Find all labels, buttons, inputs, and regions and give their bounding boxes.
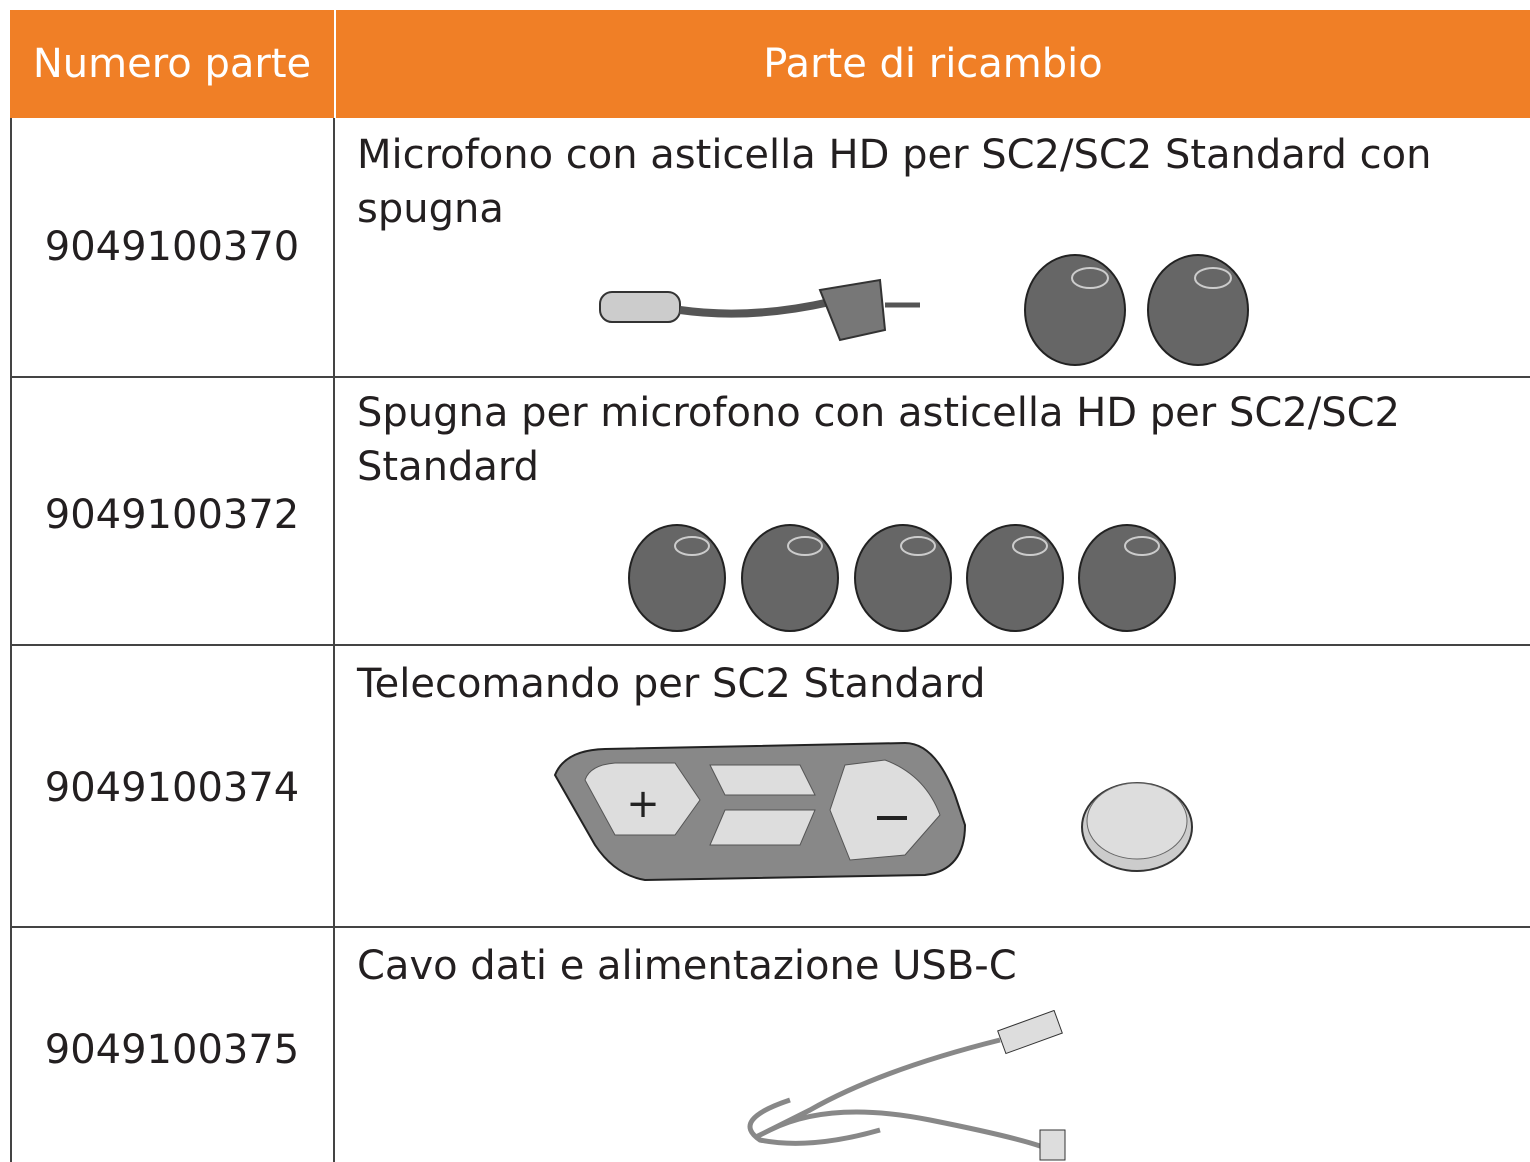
sponge-illustration [628, 524, 1176, 632]
header-cell: Numero parte [10, 10, 334, 118]
border [10, 644, 1530, 646]
remote-illustration: + [553, 741, 1193, 882]
border [10, 118, 12, 1162]
part-description: Spugna per microfono con asticella HD pe… [357, 390, 1400, 490]
part-number: 9049100374 [44, 765, 300, 811]
border [333, 118, 335, 1162]
part-number: 9049100375 [44, 1027, 300, 1073]
header-cell: Parte di ricambio [336, 10, 1530, 118]
part-description: Telecomando per SC2 Standard [357, 661, 986, 707]
part-description: Cavo dati e alimentazione USB-C [357, 943, 1017, 989]
part-number: 9049100370 [44, 224, 300, 270]
border [10, 376, 1530, 378]
part-description: Microfono con asticella HD per SC2/SC2 S… [357, 132, 1432, 232]
part-number: 9049100372 [44, 492, 300, 538]
mic-illustration [599, 254, 1249, 366]
svg-text:+: + [626, 781, 660, 827]
border [10, 926, 1530, 928]
cable-illustration [747, 1010, 1066, 1161]
